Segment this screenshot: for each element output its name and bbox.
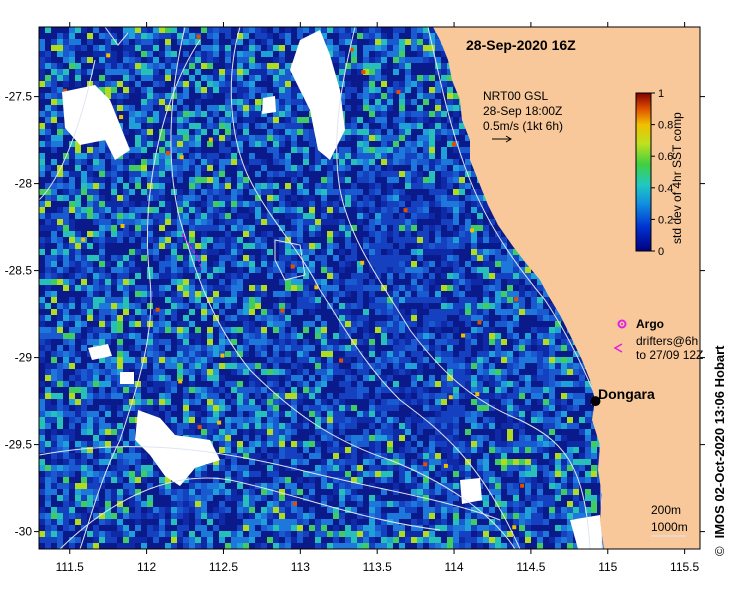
y-tick-label: -29.5 [5, 438, 33, 452]
x-tick-label: 115.5 [670, 560, 699, 574]
argo-marker-icon [617, 319, 627, 329]
current-legend: NRT00 GSL 28-Sep 18:00Z 0.5m/s (1kt 6h) [483, 89, 563, 143]
drifters-label-line1: drifters@6h [636, 334, 698, 348]
depth-label-1000m: 1000m [651, 520, 688, 534]
colorbar-ramp [635, 92, 652, 252]
contour-1000m-outer [230, 27, 521, 549]
no-data-patches [62, 30, 603, 549]
credit-label: IMOS 02-Oct-2020 13:06 Hobart [712, 345, 727, 539]
contour-deep-2 [79, 39, 201, 549]
x-axis: 111.5 112 112.5 113 113.5 114 114.5 115 115.5 [56, 22, 700, 574]
place-label: Dongara [598, 386, 655, 402]
y-tick-label: -29 [15, 351, 33, 365]
map-plot-area [39, 27, 700, 549]
credit-text: © IMOS 02-Oct-2020 13:06 Hobart [712, 346, 727, 557]
y-tick-label: -28 [15, 177, 33, 191]
colorbar-label: std dev of 4hr SST comp [670, 112, 684, 244]
colorbar-tick-label: 0.2 [658, 214, 673, 226]
land-mass [433, 27, 700, 549]
depth-legend: 200m 1000m [651, 503, 688, 537]
colorbar-tick-label: 0.6 [658, 151, 673, 163]
copyright-icon: © [712, 546, 727, 556]
colorbar-tick-label: 0.4 [658, 183, 673, 195]
bathymetry-contours [39, 27, 603, 549]
x-tick-label: 113.5 [363, 560, 392, 574]
y-tick-label: -27.5 [5, 90, 33, 104]
colorbar: 0 0.2 0.4 0.6 0.8 1 std dev of 4hr SST comp [635, 88, 684, 258]
x-tick-label: 112 [137, 560, 156, 574]
x-tick-label: 112.5 [209, 560, 238, 574]
x-tick-label: 114 [444, 560, 463, 574]
map-title: 28-Sep-2020 16Z [466, 37, 576, 53]
x-tick-label: 113 [291, 560, 310, 574]
x-tick-label: 115 [598, 560, 617, 574]
current-time: 28-Sep 18:00Z [483, 104, 562, 118]
colorbar-tick-label: 0 [658, 246, 664, 258]
y-axis: -27.5 -28 -28.5 -29 -29.5 -30 [5, 90, 705, 539]
dongara-marker [590, 396, 601, 407]
x-tick-label: 114.5 [516, 560, 545, 574]
drifter-track [181, 233, 203, 271]
colorbar-tick-label: 1 [658, 88, 664, 100]
float-legend: Argo drifters@6h to 27/09 12Z [613, 317, 703, 362]
contour-northwest [104, 27, 129, 46]
drifters-label-line2: to 27/09 12Z [636, 348, 703, 362]
colorbar-ticks: 0 0.2 0.4 0.6 0.8 1 [651, 88, 673, 258]
y-tick-label: -28.5 [5, 264, 33, 278]
depth-label-200m: 200m [651, 503, 681, 517]
contour-southwest [59, 477, 441, 549]
current-scale: 0.5m/s (1kt 6h) [483, 119, 563, 133]
contour-deep-1 [170, 27, 516, 549]
contour-1000m-inner [336, 27, 591, 549]
contour-south [39, 446, 501, 521]
current-model: NRT00 GSL [483, 89, 548, 103]
x-tick-label: 111.5 [56, 560, 85, 574]
plot-frame [38, 26, 701, 550]
contour-west [39, 59, 96, 201]
argo-label: Argo [636, 317, 664, 331]
colorbar-tick-label: 0.8 [658, 120, 673, 132]
y-tick-label: -30 [15, 525, 33, 539]
contour-seamount [274, 239, 306, 281]
drifter-marker-icon [613, 343, 623, 353]
arrow-icon [492, 135, 512, 143]
